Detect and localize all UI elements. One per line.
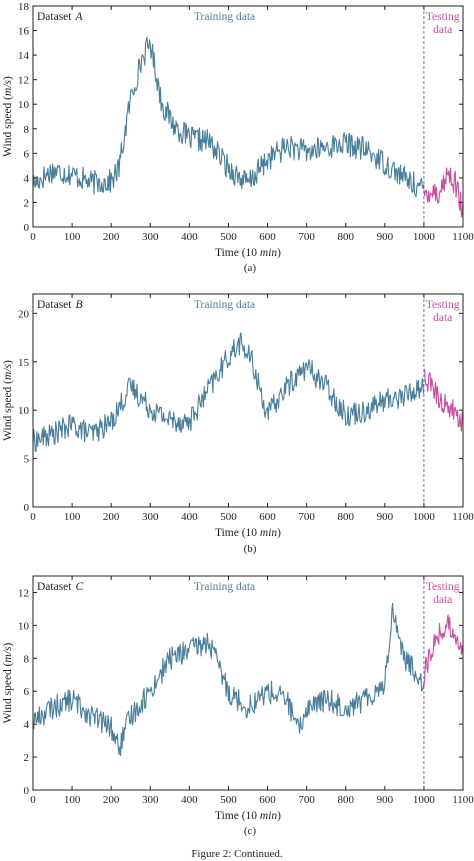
series-line-training — [32, 332, 425, 452]
x-tick-label: 700 — [298, 231, 315, 243]
y-tick-label: 8 — [24, 653, 30, 665]
training-data-annotation: Training data — [194, 299, 255, 311]
panel-caption: (b) — [244, 543, 257, 555]
series-line-training — [32, 36, 425, 198]
x-tick-label: 300 — [142, 231, 159, 243]
panel-caption: (c) — [244, 825, 257, 837]
x-tick-label: 200 — [103, 231, 120, 243]
x-tick-label: 1000 — [413, 511, 436, 523]
x-tick-label: 1000 — [413, 794, 436, 806]
x-tick-label: 0 — [30, 231, 36, 243]
testing-data-annotation-line2: data — [433, 24, 452, 36]
y-tick-label: 15 — [18, 357, 30, 369]
y-tick-label: 12 — [18, 587, 29, 599]
y-tick-label: 0 — [24, 785, 30, 797]
x-axis-title: Time (10 min) — [215, 247, 281, 259]
x-tick-label: 100 — [64, 231, 81, 243]
plot-frame — [32, 5, 464, 228]
x-tick-label: 700 — [298, 794, 315, 806]
y-tick-label: 5 — [24, 454, 30, 466]
x-tick-label: 400 — [181, 794, 198, 806]
y-tick-label: 2 — [24, 752, 30, 764]
figure-caption: Figure 2: Continued. — [191, 848, 283, 860]
x-tick-label: 800 — [337, 231, 354, 243]
dataset-label: Dataset A — [37, 11, 83, 23]
x-tick-label: 200 — [103, 511, 120, 523]
y-tick-label: 4 — [24, 719, 30, 731]
dataset-label: Dataset C — [37, 581, 83, 593]
x-tick-label: 400 — [181, 231, 198, 243]
x-tick-label: 900 — [377, 511, 394, 523]
series-line-testing — [423, 368, 464, 432]
plot-frame — [32, 575, 464, 791]
x-tick-label: 1100 — [452, 794, 474, 806]
y-tick-label: 18 — [18, 1, 30, 13]
y-tick-label: 8 — [24, 124, 30, 136]
chart-panel-a: 0 100 200 300 400 500 600 700 800 900 1000 1100 0 2 4 6… — [2, 1, 474, 274]
training-data-annotation: Training data — [194, 581, 255, 593]
x-tick-label: 1100 — [452, 231, 474, 243]
dataset-label-word: Dataset — [37, 11, 72, 23]
testing-data-annotation-line1: Testing — [426, 299, 460, 311]
y-tick-label: 0 — [24, 222, 30, 234]
y-tick-label: 6 — [24, 686, 30, 698]
y-tick-label: 10 — [18, 405, 30, 417]
x-tick-label: 800 — [337, 794, 354, 806]
x-axis-title: Time (10 min) — [215, 810, 281, 822]
x-tick-label: 0 — [30, 511, 36, 523]
y-tick-label: 0 — [24, 502, 30, 514]
y-tick-label: 4 — [24, 173, 30, 185]
x-tick-label: 1100 — [452, 511, 474, 523]
testing-data-annotation-line2: data — [433, 594, 452, 606]
x-tick-label: 200 — [103, 794, 120, 806]
testing-data-annotation-line1: Testing — [426, 581, 460, 593]
x-axis-title: Time (10 min) — [215, 527, 281, 539]
chart-panel-c: 0 100 200 300 400 500 600 700 800 900 1000 1100 0 2 4 6… — [2, 575, 474, 837]
x-tick-label: 600 — [259, 231, 276, 243]
testing-data-annotation-line2: data — [433, 312, 452, 324]
dataset-label: Dataset B — [37, 299, 83, 311]
x-tick-label: 300 — [142, 511, 159, 523]
x-tick-label: 600 — [259, 511, 276, 523]
y-tick-label: 2 — [24, 197, 30, 209]
series-line-testing — [423, 614, 464, 686]
y-axis-title: Wind speed (m/s) — [2, 643, 14, 724]
y-tick-label: 12 — [18, 75, 29, 87]
y-tick-label: 10 — [18, 99, 30, 111]
x-tick-label: 900 — [377, 231, 394, 243]
x-tick-label: 500 — [220, 511, 237, 523]
x-tick-label: 0 — [30, 794, 36, 806]
dataset-letter: C — [75, 581, 83, 593]
testing-data-annotation-line1: Testing — [426, 11, 460, 23]
dataset-letter: A — [74, 11, 83, 23]
panel-caption: (a) — [244, 262, 257, 274]
dataset-label-word: Dataset — [37, 581, 72, 593]
x-tick-label: 800 — [337, 511, 354, 523]
x-tick-label: 1000 — [413, 231, 436, 243]
x-tick-label: 600 — [259, 794, 276, 806]
dataset-label-word: Dataset — [37, 299, 72, 311]
plot-frame — [32, 293, 464, 508]
y-axis-title: Wind speed (m/s) — [2, 360, 14, 441]
dataset-letter: B — [75, 299, 82, 311]
x-tick-label: 900 — [377, 794, 394, 806]
chart-panel-b: 0 100 200 300 400 500 600 700 800 900 1000 1100 0 5 10… — [2, 293, 474, 555]
x-tick-label: 700 — [298, 511, 315, 523]
x-tick-label: 100 — [64, 511, 81, 523]
x-tick-label: 500 — [220, 231, 237, 243]
y-tick-label: 16 — [18, 26, 30, 38]
x-tick-label: 300 — [142, 794, 159, 806]
x-tick-label: 500 — [220, 794, 237, 806]
y-tick-label: 14 — [18, 50, 30, 62]
x-tick-label: 400 — [181, 511, 198, 523]
series-line-testing — [423, 167, 464, 218]
y-axis-title: Wind speed (m/s) — [2, 76, 14, 157]
x-tick-label: 100 — [64, 794, 81, 806]
series-line-training — [32, 602, 425, 757]
y-tick-label: 20 — [18, 308, 30, 320]
y-tick-label: 6 — [24, 148, 30, 160]
y-tick-label: 10 — [18, 620, 30, 632]
training-data-annotation: Training data — [194, 11, 255, 23]
